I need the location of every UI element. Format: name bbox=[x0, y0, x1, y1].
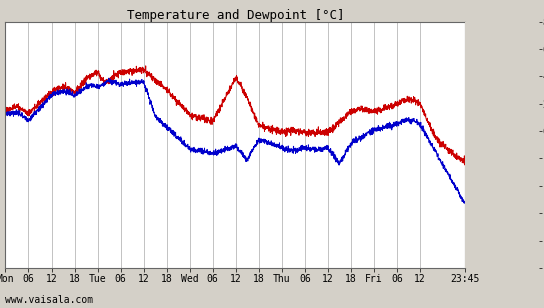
Text: Temperature and Dewpoint [°C]: Temperature and Dewpoint [°C] bbox=[127, 9, 344, 22]
Text: www.vaisala.com: www.vaisala.com bbox=[5, 295, 94, 305]
